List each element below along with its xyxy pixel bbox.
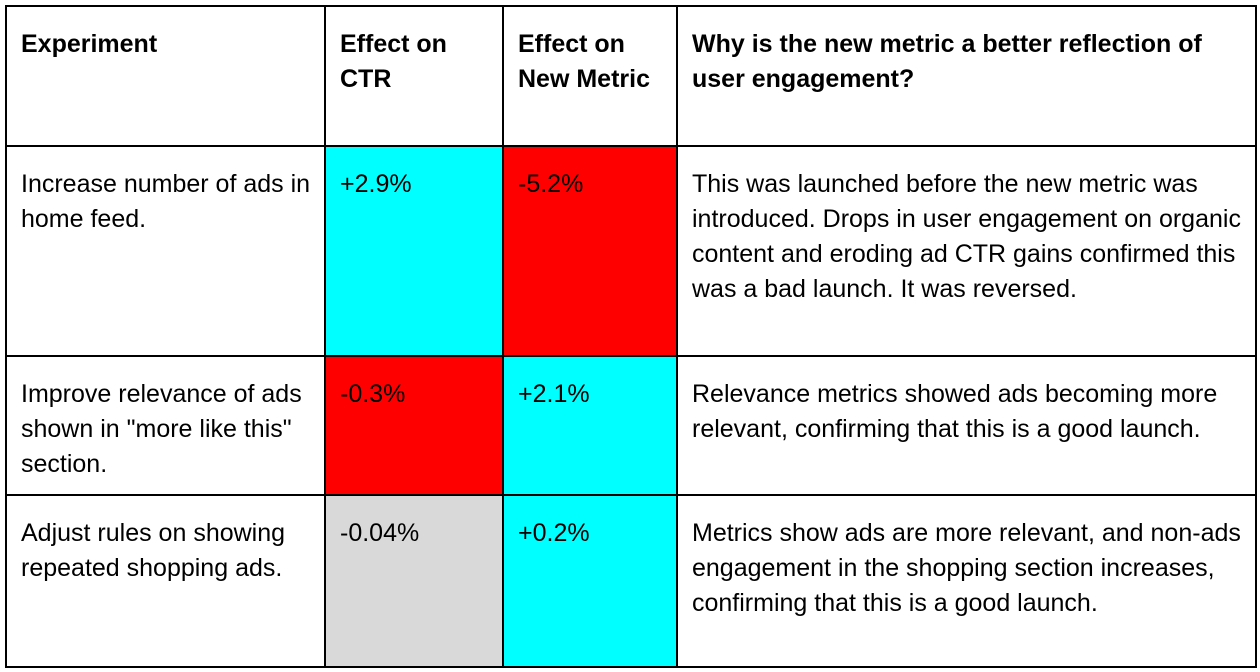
- ctr-effect-cell: -0.04%: [324, 494, 504, 668]
- table-row: Increase number of ads in home feed. +2.…: [5, 145, 1257, 357]
- why-cell: Relevance metrics showed ads becoming mo…: [676, 355, 1257, 496]
- header-effect-ctr: Effect on CTR: [324, 5, 504, 147]
- header-effect-new-metric: Effect on New Metric: [502, 5, 678, 147]
- new-metric-effect-cell: +0.2%: [502, 494, 678, 668]
- experiment-cell: Improve relevance of ads shown in "more …: [5, 355, 326, 496]
- why-cell: This was launched before the new metric …: [676, 145, 1257, 357]
- ctr-effect-cell: -0.3%: [324, 355, 504, 496]
- new-metric-effect-cell: -5.2%: [502, 145, 678, 357]
- experiment-cell: Increase number of ads in home feed.: [5, 145, 326, 357]
- header-experiment: Experiment: [5, 5, 326, 147]
- header-row: Experiment Effect on CTR Effect on New M…: [5, 5, 1257, 147]
- new-metric-effect-cell: +2.1%: [502, 355, 678, 496]
- header-why: Why is the new metric a better reflectio…: [676, 5, 1257, 147]
- table-row: Improve relevance of ads shown in "more …: [5, 355, 1257, 496]
- experiments-table: Experiment Effect on CTR Effect on New M…: [5, 5, 1257, 668]
- experiment-cell: Adjust rules on showing repeated shoppin…: [5, 494, 326, 668]
- table-row: Adjust rules on showing repeated shoppin…: [5, 494, 1257, 668]
- why-cell: Metrics show ads are more relevant, and …: [676, 494, 1257, 668]
- ctr-effect-cell: +2.9%: [324, 145, 504, 357]
